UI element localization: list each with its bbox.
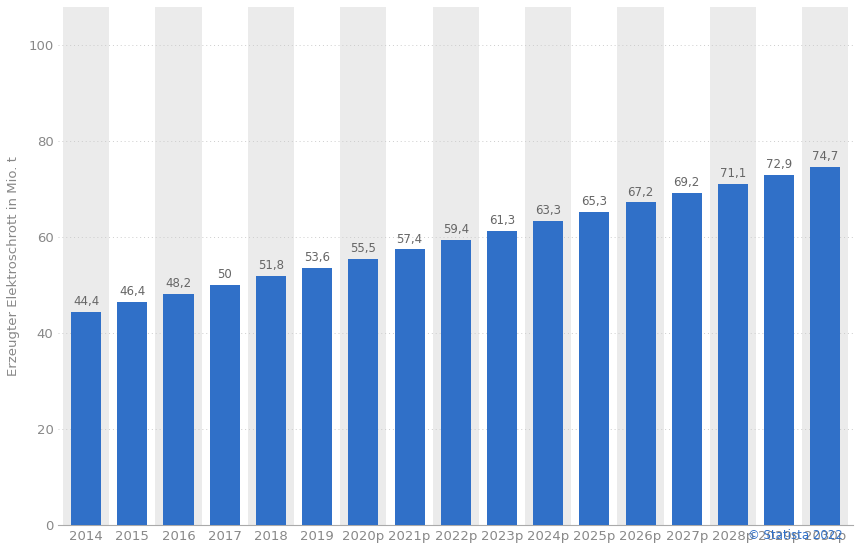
Bar [672,193,702,525]
Text: 71,1: 71,1 [720,167,746,180]
Bar [765,175,794,525]
Bar [718,184,748,525]
Bar [525,7,571,525]
Text: 63,3: 63,3 [535,204,561,217]
Bar [248,7,294,525]
Text: 59,4: 59,4 [443,223,469,236]
Bar [210,285,240,525]
Text: 51,8: 51,8 [258,260,284,272]
Bar [580,212,610,525]
Text: 69,2: 69,2 [673,176,700,189]
Bar [617,7,664,525]
Bar [440,240,470,525]
Y-axis label: Erzeugter Elektroschrott in Mio. t: Erzeugter Elektroschrott in Mio. t [7,156,20,376]
Text: 55,5: 55,5 [350,241,377,255]
Text: 65,3: 65,3 [581,195,607,208]
Bar [433,7,479,525]
Text: 67,2: 67,2 [628,186,654,199]
Bar [71,312,101,525]
Bar [533,221,563,525]
Text: 57,4: 57,4 [396,233,422,246]
Bar [63,7,109,525]
Text: © Statista 2022: © Statista 2022 [748,529,843,542]
Bar [710,7,756,525]
Text: 53,6: 53,6 [304,251,330,264]
Text: 46,4: 46,4 [120,285,145,298]
Text: 61,3: 61,3 [488,214,515,227]
Text: 50: 50 [218,268,232,281]
Bar [395,250,425,525]
Bar [117,302,147,525]
Bar [256,276,286,525]
Bar [625,202,655,525]
Bar [810,167,840,525]
Bar [348,258,378,525]
Bar [341,7,386,525]
Text: 48,2: 48,2 [165,277,192,290]
Bar [302,268,332,525]
Text: 44,4: 44,4 [73,295,99,308]
Text: 74,7: 74,7 [812,150,838,163]
Bar [163,294,194,525]
Text: 72,9: 72,9 [766,158,792,171]
Bar [156,7,201,525]
Bar [802,7,849,525]
Bar [487,231,517,525]
